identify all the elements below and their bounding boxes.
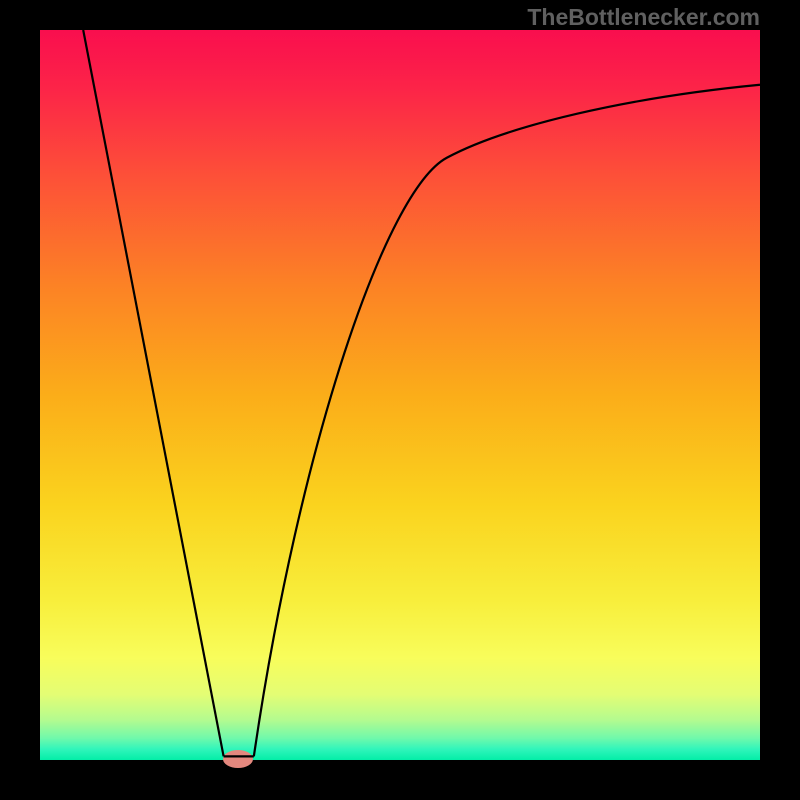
chart-container: TheBottlenecker.com <box>0 0 800 800</box>
curve-right-branch <box>254 85 760 757</box>
curve-overlay-svg <box>0 0 800 800</box>
watermark-text: TheBottlenecker.com <box>527 4 760 31</box>
curve-left-branch <box>83 30 223 756</box>
